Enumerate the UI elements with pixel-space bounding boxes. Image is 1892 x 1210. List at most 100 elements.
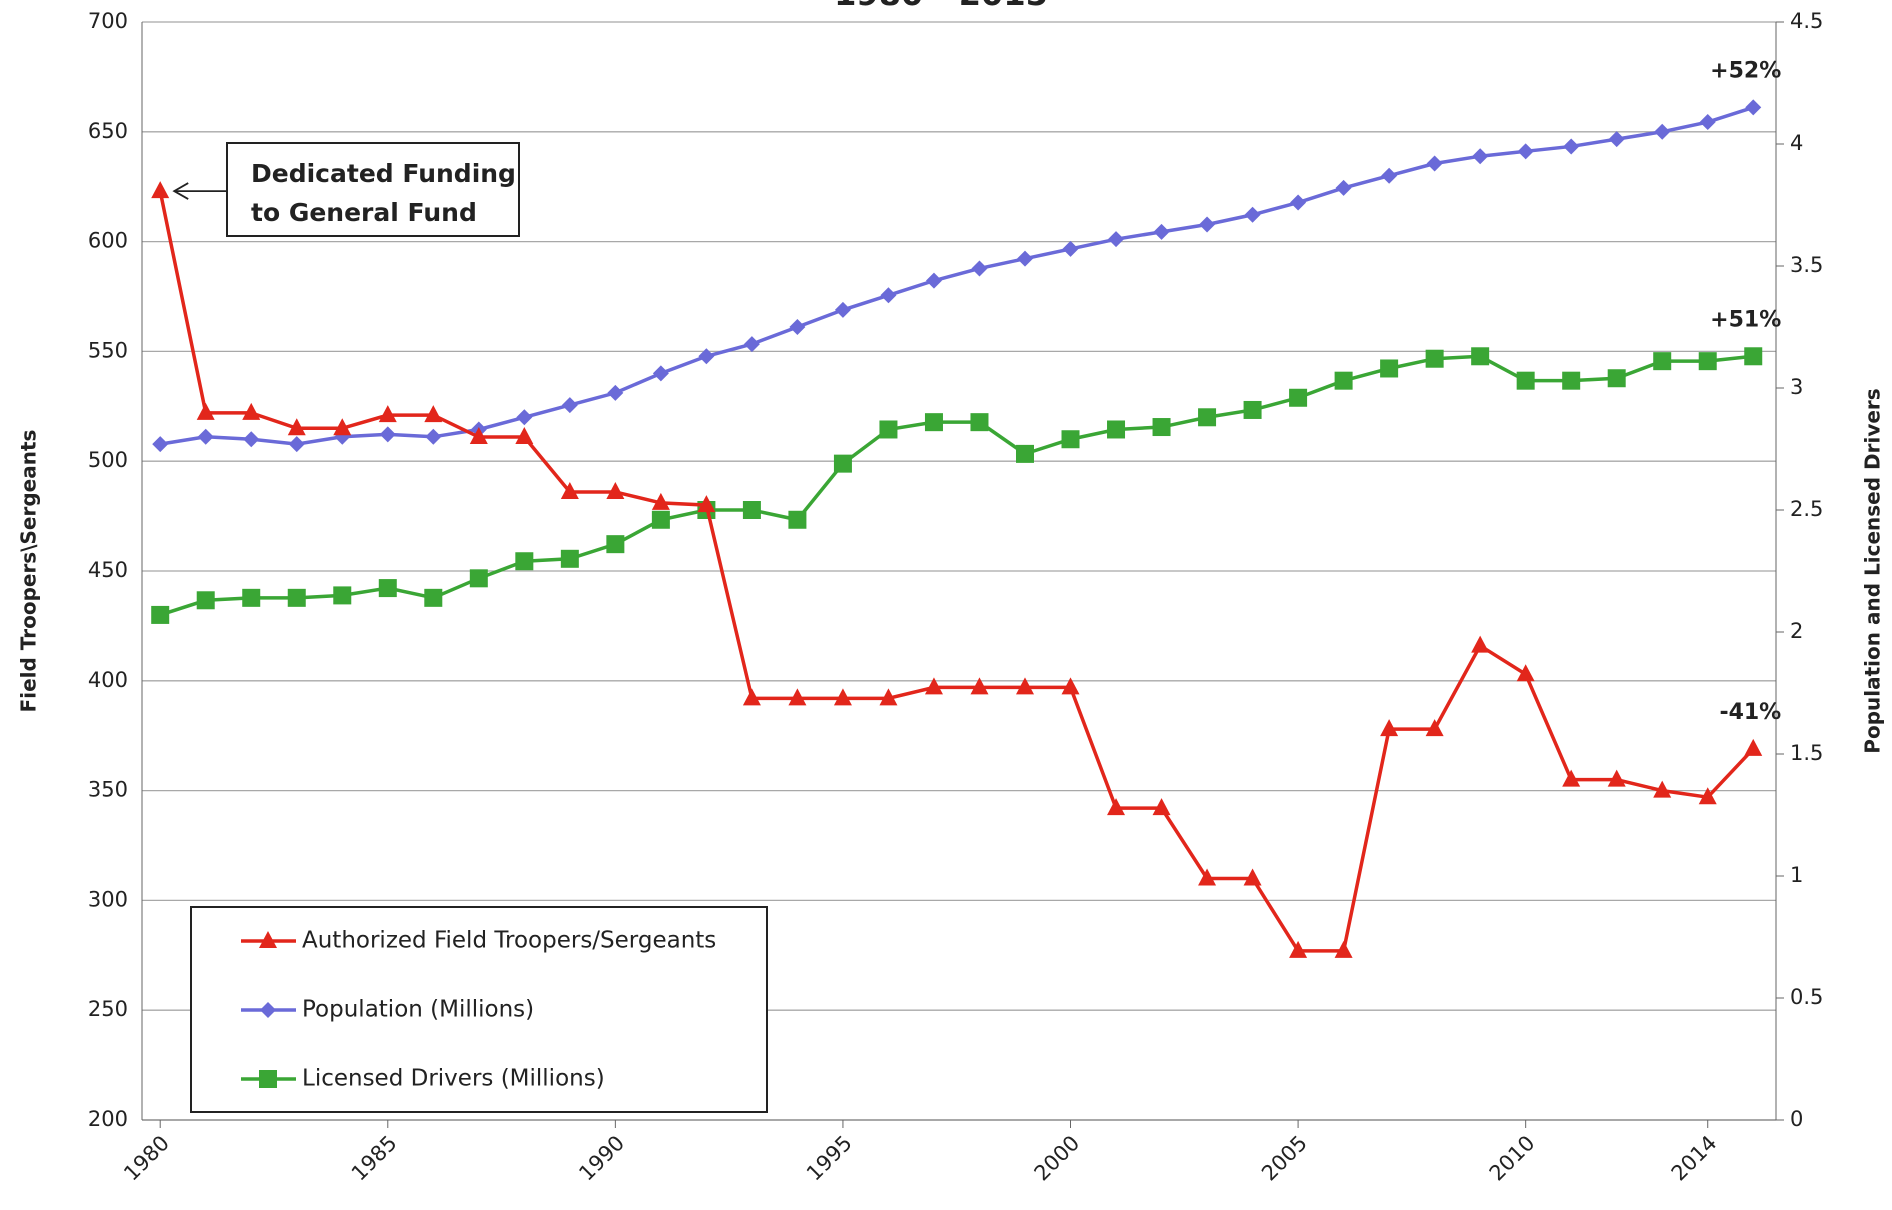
marker <box>834 301 851 318</box>
marker <box>1198 408 1217 427</box>
legend-label: Authorized Field Troopers/Sergeants <box>302 928 716 954</box>
y2-tick-label: 3.5 <box>1790 253 1823 277</box>
y-axis-label: Field Troopers\Sergeants <box>17 430 41 713</box>
legend-marker <box>259 1070 277 1088</box>
legend-label: Licensed Drivers (Millions) <box>302 1066 605 1092</box>
marker <box>379 426 396 443</box>
marker <box>1152 418 1171 437</box>
legend-marker <box>259 931 277 948</box>
marker <box>788 510 807 529</box>
marker <box>333 586 352 605</box>
y2-tick-label: 2 <box>1790 619 1803 643</box>
marker <box>879 688 898 706</box>
marker <box>288 436 305 453</box>
marker <box>607 384 624 401</box>
marker <box>1289 388 1308 407</box>
end-label: -41% <box>1719 700 1781 725</box>
marker <box>1698 787 1717 805</box>
marker <box>1061 677 1080 695</box>
marker <box>1061 430 1080 449</box>
marker <box>1062 240 1079 257</box>
marker <box>1425 349 1444 368</box>
marker <box>925 272 942 289</box>
y-tick-label: 450 <box>88 558 128 582</box>
x-tick-label: 1985 <box>347 1131 402 1186</box>
marker <box>1654 123 1671 140</box>
marker <box>1289 940 1308 958</box>
y-tick-label: 300 <box>88 887 128 911</box>
x-tick-label: 1990 <box>574 1131 629 1186</box>
y-tick-label: 600 <box>88 229 128 253</box>
y-tick-label: 550 <box>88 338 128 362</box>
marker <box>1516 371 1535 390</box>
marker <box>1380 719 1399 737</box>
x-tick-label: 2014 <box>1667 1131 1722 1186</box>
marker <box>1607 769 1626 787</box>
y2-tick-label: 4.5 <box>1790 9 1823 33</box>
marker <box>1107 420 1126 439</box>
legend-label: Population (Millions) <box>302 997 534 1023</box>
marker <box>789 319 806 335</box>
marker <box>698 348 715 365</box>
marker <box>560 549 579 568</box>
marker <box>879 420 898 439</box>
y-tick-label: 350 <box>88 778 128 802</box>
marker <box>880 287 897 304</box>
marker <box>924 413 943 432</box>
marker <box>1517 143 1534 160</box>
marker <box>1608 131 1625 148</box>
y2-axis-label: Population and Licensed Drivers <box>1861 388 1885 753</box>
marker <box>1653 780 1672 798</box>
marker <box>1107 798 1126 816</box>
marker <box>1198 868 1217 886</box>
marker <box>1243 868 1262 886</box>
marker <box>651 510 670 529</box>
marker <box>788 688 807 706</box>
marker <box>1745 99 1762 116</box>
x-tick-label: 2010 <box>1485 1131 1540 1186</box>
marker <box>1016 250 1033 267</box>
marker <box>1699 114 1716 131</box>
y-tick-label: 250 <box>88 997 128 1021</box>
end-label: +52% <box>1710 58 1781 83</box>
marker <box>1108 231 1125 248</box>
marker <box>287 588 306 607</box>
marker <box>1380 359 1399 378</box>
marker <box>243 431 260 448</box>
marker <box>924 677 943 695</box>
y-tick-label: 400 <box>88 668 128 692</box>
marker <box>424 588 443 607</box>
callout-box <box>226 142 520 237</box>
marker <box>697 495 716 513</box>
marker <box>516 409 533 426</box>
marker <box>287 418 306 436</box>
y-tick-label: 650 <box>88 119 128 143</box>
series-line <box>159 354 1754 617</box>
marker <box>1243 400 1262 419</box>
marker <box>651 492 670 510</box>
x-tick-label: 2000 <box>1030 1131 1085 1186</box>
marker <box>1426 155 1443 172</box>
marker <box>196 591 215 610</box>
marker <box>151 181 170 199</box>
marker <box>1516 664 1535 682</box>
legend-marker <box>260 1002 276 1018</box>
marker <box>1425 719 1444 737</box>
marker <box>1199 216 1216 233</box>
x-tick-label: 1995 <box>802 1131 857 1186</box>
marker <box>242 402 261 420</box>
marker <box>197 428 214 445</box>
marker <box>1015 444 1034 463</box>
y2-tick-label: 3 <box>1790 375 1803 399</box>
end-label: +51% <box>1710 307 1781 332</box>
marker <box>1563 138 1580 155</box>
marker <box>1653 352 1672 371</box>
marker <box>515 552 534 571</box>
marker <box>378 579 397 598</box>
callout-text: Dedicated Funding <box>251 159 516 188</box>
y-tick-label: 700 <box>88 9 128 33</box>
y2-tick-label: 0.5 <box>1790 985 1823 1009</box>
marker <box>1152 798 1171 816</box>
y2-tick-label: 2.5 <box>1790 497 1823 521</box>
